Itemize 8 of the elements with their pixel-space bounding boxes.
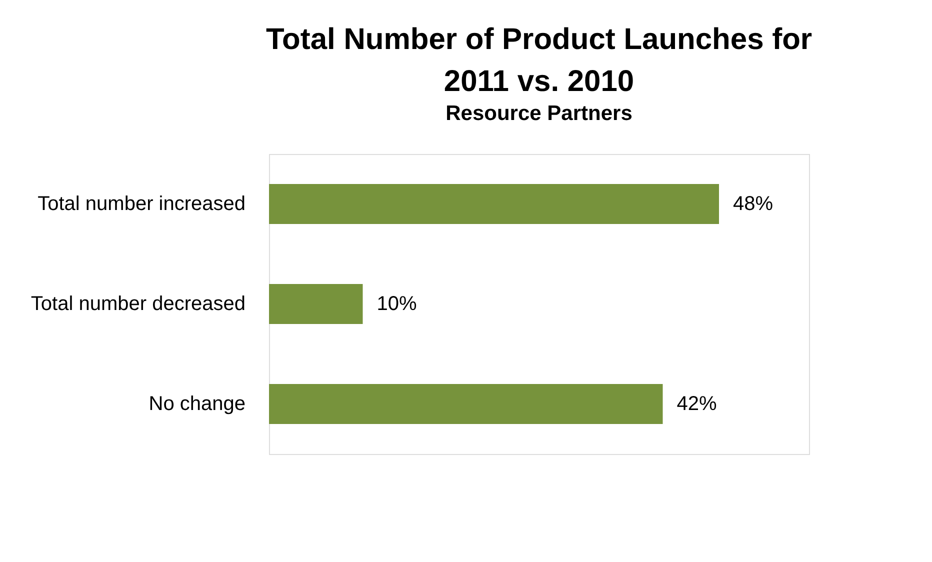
chart-title: Total Number of Product Launches for 2011 vs. 2010	[266, 23, 812, 98]
data-label: 48%	[733, 193, 774, 215]
y-tick-label: Total number decreased	[30, 293, 246, 315]
y-tick-label: Total number increased	[38, 193, 246, 215]
y-tick-label: No change	[148, 393, 246, 415]
chart-subtitle: Resource Partners	[446, 102, 632, 125]
data-label: 42%	[676, 393, 717, 415]
data-label: 10%	[376, 293, 417, 315]
